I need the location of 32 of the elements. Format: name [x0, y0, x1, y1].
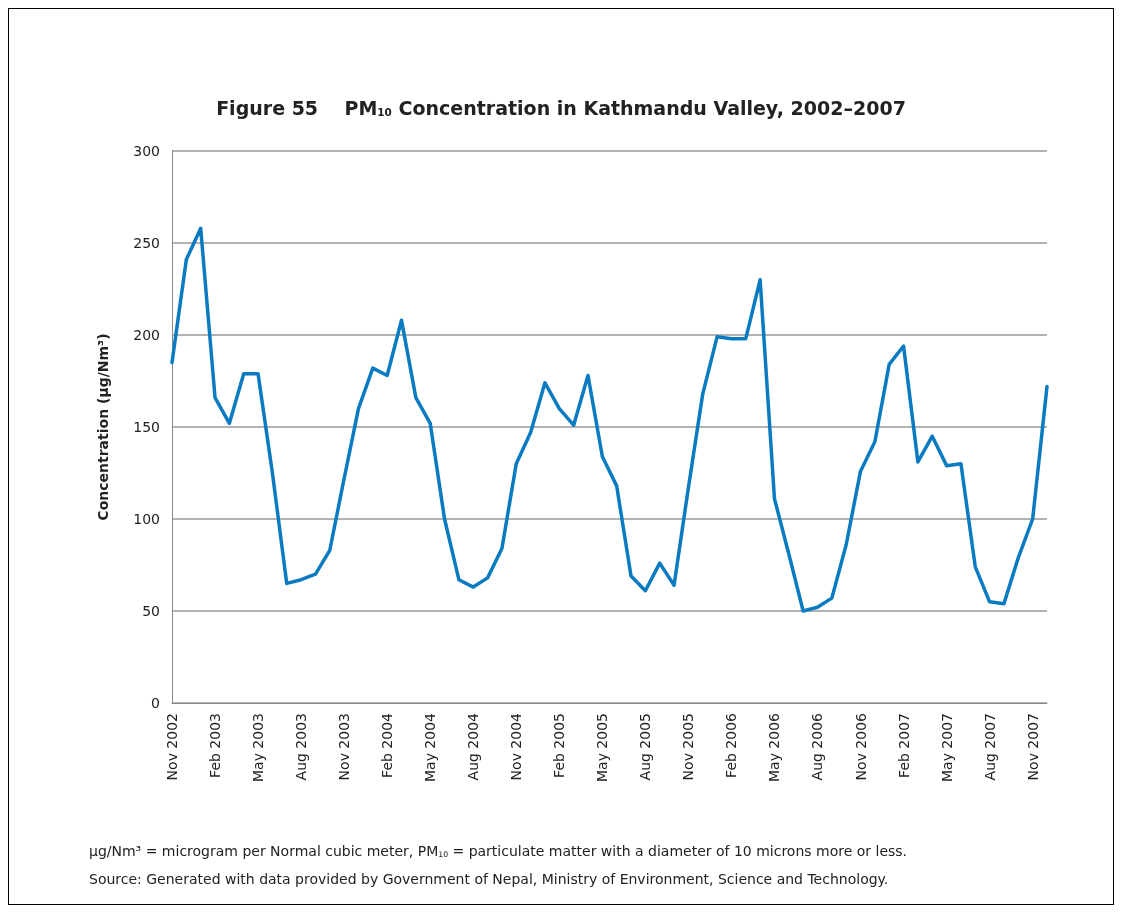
y-tick-label: 150: [133, 419, 160, 435]
x-tick-label: May 2004: [422, 712, 439, 783]
x-tick-label: Feb 2006: [723, 712, 740, 778]
x-tick-label: May 2007: [938, 713, 955, 783]
y-tick-label: 200: [133, 327, 160, 343]
line-series: [170, 226, 1049, 613]
x-tick-label: Aug 2006: [809, 712, 826, 781]
source-note: Source: Generated with data provided by Government of Nepal, Ministry of Environment, Science and Technology.: [89, 871, 889, 887]
x-tick-label: Nov 2002: [164, 713, 180, 781]
x-tick-label: May 2006: [766, 712, 783, 783]
x-tick-label: Nov 2006: [852, 712, 869, 781]
x-tick-label: Nov 2007: [1024, 713, 1041, 781]
x-tick-label: May 2005: [594, 713, 611, 783]
x-tick-label: Nov 2004: [508, 712, 525, 781]
x-tick-label: Feb 2005: [551, 713, 568, 778]
x-tick-label: May 2003: [250, 713, 267, 783]
y-axis-title: Concentration (μg/Nm³): [95, 333, 111, 521]
y-tick-label: 50: [142, 603, 160, 619]
x-tick-label: Aug 2003: [293, 713, 310, 781]
y-tick-label: 250: [133, 235, 160, 251]
x-tick-label: Nov 2005: [680, 713, 697, 781]
x-tick-label: Aug 2007: [981, 713, 998, 781]
x-tick-label: Nov 2003: [336, 713, 353, 781]
x-tick-label: Feb 2007: [895, 713, 912, 778]
y-tick-label: 300: [133, 143, 160, 159]
x-tick-label: Aug 2004: [465, 712, 482, 781]
chart-title: Figure 55 PM10 Concentration in Kathmandu Valley, 2002–2007: [216, 96, 906, 119]
x-tick-label: Aug 2005: [637, 713, 654, 781]
x-tick-label: Feb 2004: [379, 712, 396, 778]
x-tick-label: Feb 2003: [207, 713, 224, 778]
y-tick-label: 100: [133, 511, 160, 527]
y-tick-label: 0: [151, 695, 160, 711]
